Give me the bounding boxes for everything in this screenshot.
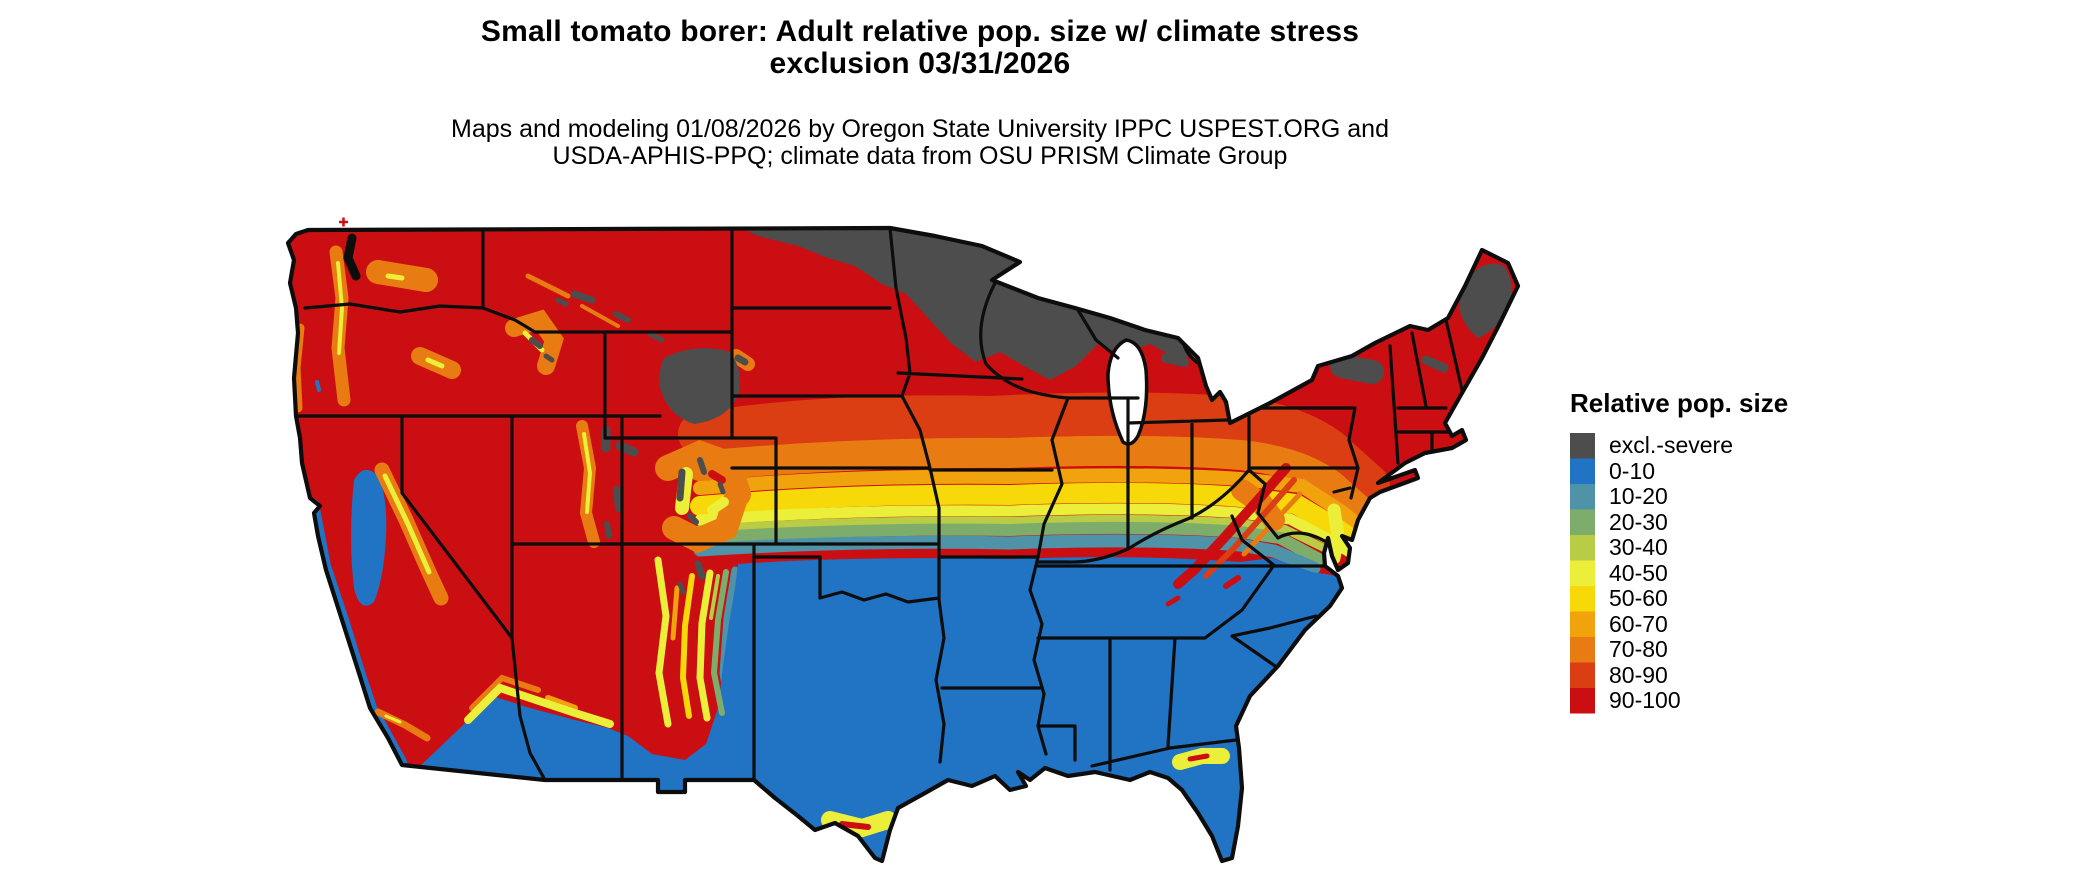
raster-artifact-cross [339,217,348,227]
legend-swatch-90-100 [1570,688,1595,714]
region-exclusion-gray [659,228,1513,424]
texture-ygreen-30-40 [709,574,720,620]
legend-label-20-30: 20-30 [1609,508,1668,535]
map-subtitle-line2: USDA-APHIS-PPQ; climate data from OSU PR… [552,142,1288,170]
legend-labels: excl.-severe 0-10 10-20 20-30 30-40 40-5… [1595,432,1733,714]
legend-label-excl-severe: excl.-severe [1609,432,1733,458]
legend-label-60-70: 60-70 [1609,610,1668,637]
legend: Relative pop. size excl.-severe 0-10 10-… [1570,388,1788,714]
legend-color-bar [1570,433,1595,714]
band-70-80 [685,435,1383,533]
puget-sound [343,233,361,281]
legend-swatch-30-40 [1570,535,1595,561]
legend-label-70-80: 70-80 [1609,636,1668,662]
legend-swatch-50-60 [1570,586,1595,612]
legend-swatch-70-80 [1570,637,1595,663]
legend-swatch-0-10 [1570,458,1595,484]
band-60-70 [693,468,1373,539]
legend-swatch-40-50 [1570,560,1595,586]
legend-title: Relative pop. size [1570,388,1789,418]
region-exclusion-gray-specks [529,290,1449,595]
legend-label-80-90: 80-90 [1609,661,1668,688]
map-subtitle-line1: Maps and modeling 01/08/2026 by Oregon S… [451,115,1389,143]
legend-label-40-50: 40-50 [1609,559,1668,586]
lake-michigan [1106,338,1149,446]
legend-swatch-60-70 [1570,611,1595,637]
legend-label-0-10: 0-10 [1609,457,1656,484]
legend-label-90-100: 90-100 [1609,687,1681,713]
legend-swatch-20-30 [1570,509,1595,535]
band-80-90 [678,392,1390,508]
legend-label-50-60: 50-60 [1609,585,1668,611]
us-choropleth-map [230,168,1545,890]
us-map-svg [285,217,1521,864]
legend-swatch-excl-severe [1570,433,1595,459]
state-borders [294,228,1464,782]
texture-green-20-30 [710,569,729,716]
texture-red-90-100 [708,463,1291,830]
band-30-40 [696,514,1328,552]
map-subtitle: Maps and modeling 01/08/2026 by Oregon S… [451,116,1389,170]
band-40-50 [694,503,1362,562]
us-outline [285,225,1521,864]
band-50-60 [690,482,1372,556]
texture-redorange-80-90 [1203,477,1297,579]
legend-label-10-20: 10-20 [1609,483,1668,509]
legend-swatch-80-90 [1570,662,1595,688]
map-title-line2: exclusion 03/31/2026 [769,47,1071,80]
texture-gold-50-60 [679,573,695,719]
texture-amber-60-70 [545,585,680,711]
legend-swatch-10-20 [1570,484,1595,510]
map-title: Small tomato borer: Adult relative pop. … [481,16,1359,80]
legend-label-30-40: 30-40 [1609,534,1668,560]
map-title-line1: Small tomato borer: Adult relative pop. … [480,15,1360,48]
